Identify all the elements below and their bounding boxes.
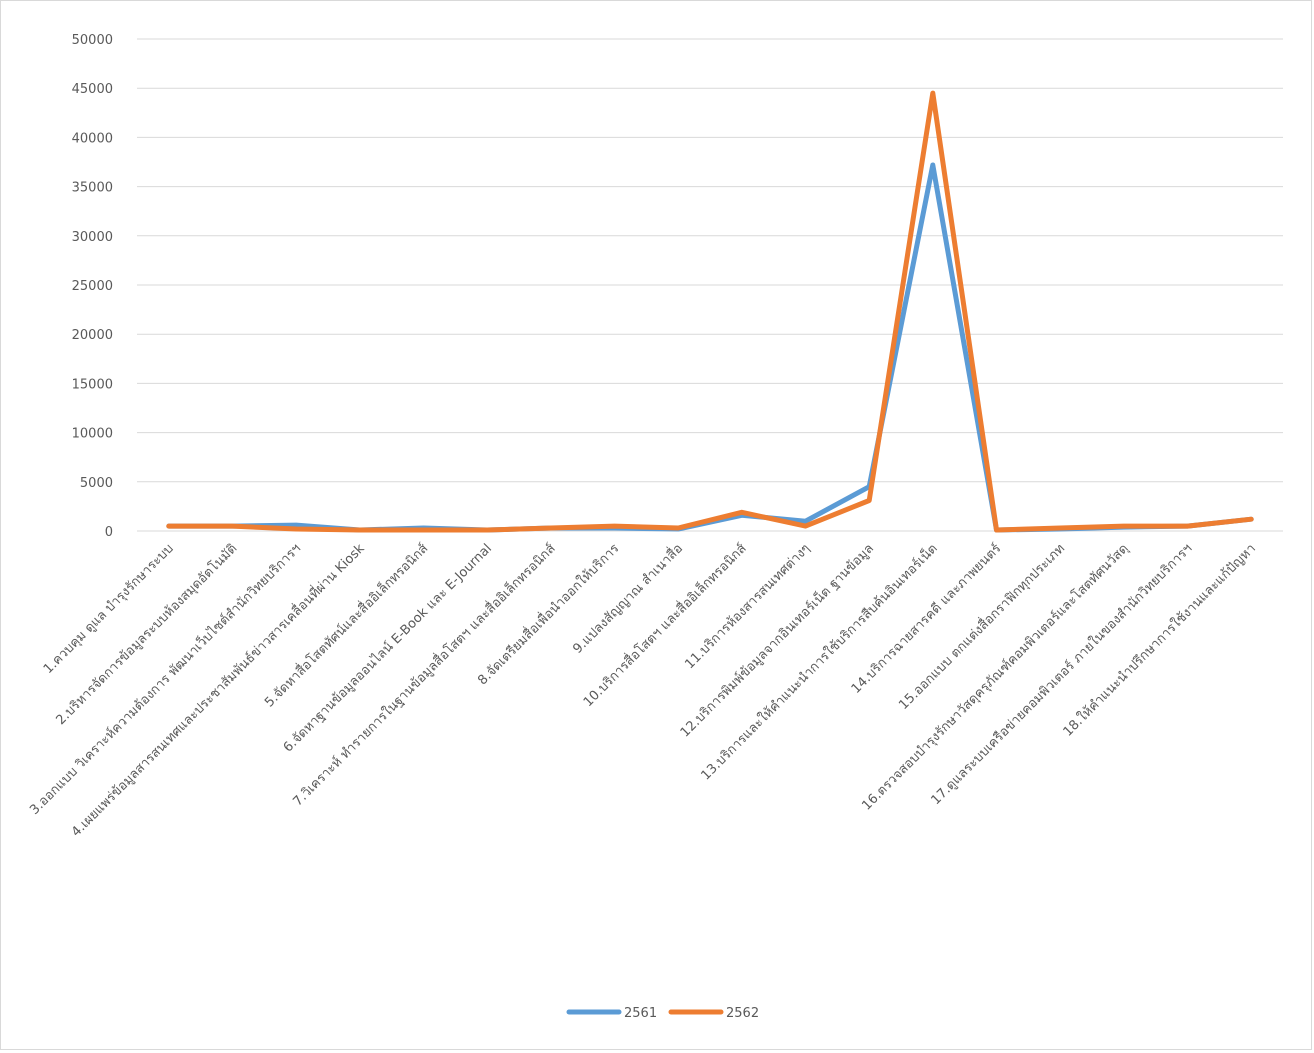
series-line-2561 xyxy=(166,162,1254,533)
y-tick-label: 45000 xyxy=(72,82,113,97)
y-tick-label: 5000 xyxy=(80,476,113,491)
y-tick-label: 30000 xyxy=(72,230,113,245)
y-tick-label: 15000 xyxy=(72,377,113,392)
x-tick-label: 9.แปลงสัญญาณ สำเนาสื่อ xyxy=(569,540,686,657)
y-axis-labels: 0 5000 10000 15000 20000 25000 30000 35000 40000… xyxy=(72,33,113,540)
legend-label: 2561 xyxy=(624,1006,657,1021)
x-tick-label: 3.ออกแบบ วิเคราะห์ความต้องการ พัฒนาเว็บไ… xyxy=(25,539,304,818)
gridlines xyxy=(137,38,1283,532)
y-tick-label: 0 xyxy=(105,525,113,540)
y-tick-label: 40000 xyxy=(72,131,113,146)
series-lines xyxy=(166,90,1254,533)
series-line-2562 xyxy=(166,90,1254,533)
legend: 2561 2562 xyxy=(566,1006,759,1021)
legend-label: 2562 xyxy=(726,1006,759,1021)
x-axis-labels: 1.ควบคุม ดูแล บำรุงรักษาระบบ2.บริหารจัดก… xyxy=(25,539,1259,840)
x-tick-label: 11.บริการห้องสารสนเทศต่างๆ xyxy=(682,541,813,672)
x-tick-label: 4.เผยแพร่ข้อมูลสารสนเทศและประชาสัมพันธ์ข… xyxy=(67,539,368,840)
x-tick-label: 6.จัดหาฐานข้อมูลออนไลน์ E-Book และ E-Jou… xyxy=(280,541,495,756)
y-tick-label: 25000 xyxy=(72,279,113,294)
y-tick-label: 20000 xyxy=(72,328,113,343)
y-tick-label: 35000 xyxy=(72,181,113,196)
y-tick-label: 50000 xyxy=(72,33,113,48)
x-tick-label: 13.บริการและให้คำแนะนำการใช้บริการสืบค้น… xyxy=(696,539,940,783)
x-tick-label: 1.ควบคุม ดูแล บำรุงรักษาระบบ xyxy=(41,541,177,677)
y-tick-label: 10000 xyxy=(72,427,113,442)
